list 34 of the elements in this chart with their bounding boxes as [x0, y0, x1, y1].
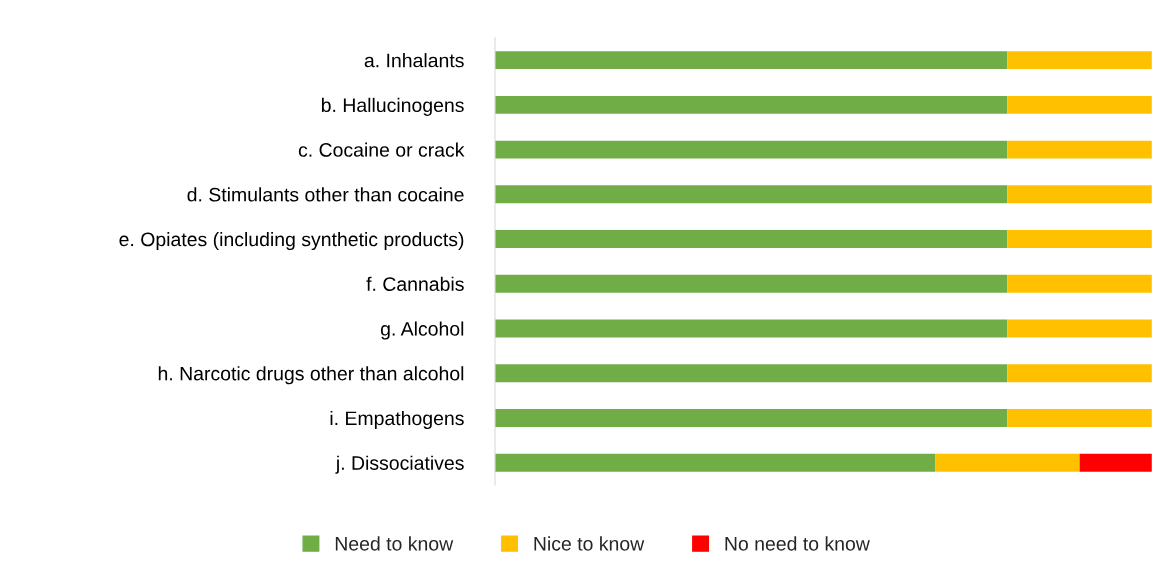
bar [1007, 51, 1152, 70]
bar [495, 364, 1008, 383]
bar [495, 453, 936, 472]
y-tick-label: j. Dissociatives [335, 455, 464, 474]
y-tick-label: c. Cocaine or crack [298, 142, 465, 157]
bar [935, 453, 1080, 472]
bar [1007, 274, 1152, 293]
bar [1079, 453, 1152, 472]
y-tick-label: g. Alcohol [380, 321, 464, 340]
y-tick-label: e. Opiates (including synthetic products) [119, 231, 464, 251]
bar [1007, 364, 1152, 383]
bar [495, 319, 1008, 338]
bar [495, 274, 1008, 293]
legend-label: No need to know [725, 536, 870, 551]
bar [1007, 409, 1152, 427]
bar [495, 140, 1008, 159]
legend-label: Need to know [335, 536, 454, 551]
bar [1007, 230, 1152, 248]
bar [495, 185, 1008, 204]
bar [495, 230, 1008, 248]
bar [1007, 95, 1152, 114]
bar [495, 95, 1008, 114]
y-tick-label: a. Inhalants [364, 53, 464, 68]
y-tick-label: h. Narcotic drugs other than alcohol [158, 366, 464, 385]
y-tick-label: d. Stimulants other than cocaine [187, 187, 464, 202]
y-tick-label: i. Empathogens [330, 410, 464, 430]
bar [1007, 319, 1152, 338]
legend-label: Nice to know [534, 536, 645, 551]
y-tick-label: b. Hallucinogens [321, 97, 464, 116]
bar [495, 409, 1008, 427]
y-tick-label: f. Cannabis [366, 276, 464, 292]
bar [1007, 185, 1152, 204]
bar [495, 51, 1008, 70]
bar [1007, 140, 1152, 159]
